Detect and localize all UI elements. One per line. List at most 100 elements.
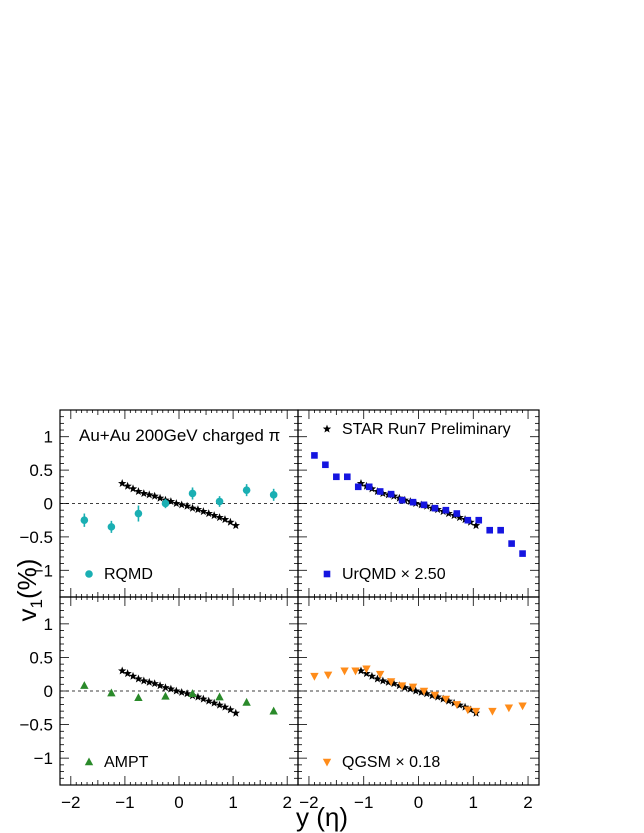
data-point	[215, 513, 224, 522]
data-point	[378, 676, 388, 685]
data-point	[362, 665, 371, 674]
data-point	[340, 667, 349, 676]
x-tick-label: 0	[414, 793, 423, 812]
data-point	[145, 490, 154, 499]
data-point	[166, 684, 176, 693]
y-axis-label-unit: (%)	[12, 559, 42, 599]
data-point	[182, 689, 192, 698]
data-point	[177, 500, 186, 509]
y-tick-label: 0	[44, 682, 53, 701]
data-point	[123, 481, 132, 490]
data-point	[438, 694, 448, 703]
y-tick-label: 1	[44, 615, 53, 634]
data-point	[497, 526, 504, 534]
data-point	[231, 708, 240, 717]
legend-label: QGSM × 0.18	[342, 754, 440, 771]
data-point	[519, 550, 526, 557]
data-point	[409, 498, 417, 506]
data-point	[387, 490, 395, 498]
data-point	[508, 540, 515, 547]
data-point	[188, 689, 197, 697]
data-point	[134, 693, 143, 702]
x-tick-label: 1	[228, 793, 237, 812]
data-point	[442, 506, 450, 514]
x-tick-label: −2	[299, 793, 318, 812]
data-point	[311, 452, 318, 459]
data-point	[118, 666, 127, 675]
data-point	[389, 679, 399, 688]
data-point	[486, 526, 494, 534]
data-point	[452, 701, 462, 709]
panel-bottom-right: −2 −1 0 1 2 QGSM × 0.18	[297, 596, 540, 812]
data-point	[428, 691, 437, 700]
data-point	[463, 706, 472, 715]
data-point	[504, 704, 514, 713]
x-axis-label: y (η)	[296, 802, 348, 832]
data-point	[417, 687, 426, 696]
data-point	[215, 692, 224, 701]
data-point	[242, 697, 251, 706]
data-point	[323, 671, 333, 680]
y-axis-label-main: v	[12, 608, 42, 621]
data-point	[80, 681, 89, 689]
data-point	[471, 707, 481, 716]
data-point	[215, 497, 224, 506]
panel-top-left: −1 −0.5 0 0.5 1 RQMD	[19, 409, 299, 598]
legend-label: AMPT	[104, 754, 149, 771]
y-axis-label: v1(%)	[12, 559, 46, 622]
x-tick-label: −2	[61, 793, 80, 812]
series-qgsm	[310, 665, 527, 716]
legend-label: STAR Run7 Preliminary	[342, 421, 511, 438]
svg-text:v1(%): v1(%)	[12, 559, 46, 622]
data-point	[400, 683, 409, 692]
data-point	[310, 672, 319, 681]
data-point	[220, 702, 230, 711]
data-point	[411, 686, 420, 695]
data-point	[386, 678, 396, 687]
legend-marker	[322, 424, 332, 433]
data-point	[431, 504, 439, 512]
data-point	[226, 705, 235, 714]
series-ampt	[80, 681, 278, 715]
legend-label: RQMD	[104, 566, 153, 583]
data-point	[128, 484, 138, 493]
panel-top-right: STAR Run7 Preliminary UrQMD × 2.50	[297, 409, 540, 598]
data-point	[188, 503, 197, 512]
data-point	[139, 676, 149, 685]
data-point	[188, 489, 197, 498]
series-star-run7-preliminary	[356, 479, 481, 530]
data-point	[134, 487, 143, 496]
legend-marker	[323, 570, 331, 578]
data-point	[384, 677, 393, 686]
data-point	[193, 692, 203, 701]
series-urqmd	[311, 452, 526, 557]
data-point	[365, 483, 373, 491]
y-tick-label: 0.5	[29, 461, 53, 480]
data-point	[430, 691, 440, 700]
y-tick-label: 1	[44, 428, 53, 447]
data-point	[356, 666, 366, 675]
data-point	[376, 488, 384, 495]
data-point	[145, 677, 154, 686]
data-point	[107, 523, 116, 531]
data-point	[397, 682, 407, 691]
data-point	[172, 686, 181, 695]
data-point	[420, 501, 428, 509]
data-point	[408, 683, 418, 692]
legend-marker	[322, 758, 332, 767]
data-point	[177, 687, 186, 696]
data-point	[419, 687, 429, 696]
data-point	[441, 695, 451, 704]
series-star	[118, 666, 240, 717]
x-tick-label: 1	[469, 793, 478, 812]
data-point	[150, 491, 159, 500]
data-point	[134, 674, 143, 683]
data-point	[269, 706, 278, 715]
data-point	[444, 696, 453, 705]
legend-marker	[84, 757, 94, 766]
data-point	[80, 516, 89, 524]
data-point	[199, 694, 208, 703]
data-point	[333, 473, 340, 481]
data-point	[406, 684, 415, 693]
data-point	[455, 513, 464, 522]
